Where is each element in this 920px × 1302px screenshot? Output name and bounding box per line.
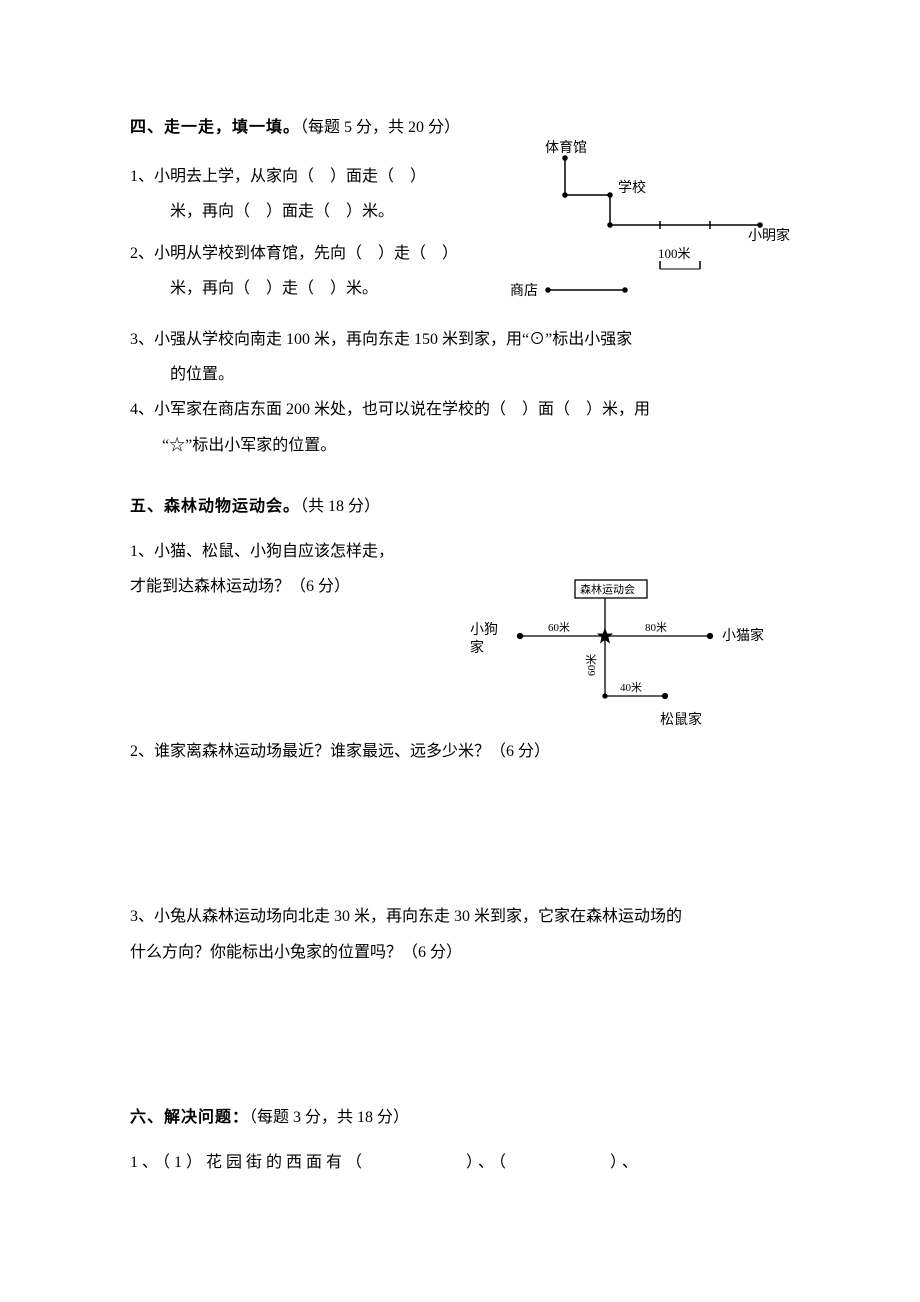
map2-label-squirrel: 松鼠家 (660, 711, 702, 728)
map2-label-80: 80米 (645, 621, 667, 634)
map1-label-scale: 100米 (658, 246, 691, 261)
section6-heading: 六、解决问题：（每题 3 分，共 18 分） (130, 1100, 790, 1135)
map1-label-store: 商店 (510, 283, 538, 299)
s5-q1-line1: 1、小猫、松鼠、小狗自应该怎样走， (130, 534, 790, 569)
s4-q4-line2: “☆”标出小军家的位置。 (130, 428, 790, 463)
s4-q3-line2: 的位置。 (130, 357, 790, 392)
section4-title: 四、走一走，填一填。 (130, 119, 300, 136)
map2-svg: 森林运动会 小狗 家 小猫家 松鼠家 60米 80米 40米 60米 (450, 576, 780, 746)
section5-title: 五、森林动物运动会。 (130, 498, 300, 515)
map2-label-arena: 森林运动会 (580, 582, 635, 596)
s5-q3-line2: 什么方向？你能标出小兔家的位置吗？（6 分） (130, 935, 790, 970)
s6-q1: 1、（1）花园街的西面有（ ）、（ ）、 (130, 1145, 790, 1180)
section6-title: 六、解决问题： (130, 1109, 249, 1126)
map1-label-gym: 体育馆 (545, 140, 587, 156)
map2-label-dog2: 家 (470, 639, 484, 656)
map2-label-40: 40米 (620, 681, 642, 694)
map1-label-school: 学校 (618, 179, 646, 196)
map2-label-60v: 60米 (585, 654, 598, 676)
map1-diagram: 体育馆 学校 小明家 商店 100米 (500, 140, 800, 310)
map1-label-home: 小明家 (748, 227, 790, 244)
s4-q3-line1: 3、小强从学校向南走 100 米，再向东走 150 米到家，用“⊙”标出小强家 (130, 322, 790, 357)
s5-q3-line1: 3、小兔从森林运动场向北走 30 米，再向东走 30 米到家，它家在森林运动场的 (130, 899, 790, 934)
map2-label-cat: 小猫家 (722, 627, 764, 644)
section6-points: （每题 3 分，共 18 分） (249, 1109, 409, 1126)
section5-heading: 五、森林动物运动会。（共 18 分） (130, 489, 790, 524)
section4-points: （每题 5 分，共 20 分） (300, 119, 460, 136)
document-page: 四、走一走，填一填。（每题 5 分，共 20 分） 1、小明去上学，从家向（ ）… (0, 0, 920, 1302)
map2-label-60: 60米 (548, 621, 570, 634)
map2-label-dog1: 小狗 (470, 622, 498, 638)
section5-points: （共 18 分） (300, 498, 380, 515)
s4-q4-line1: 4、小军家在商店东面 200 米处，也可以说在学校的（ ）面（ ）米，用 (130, 392, 790, 427)
map2-diagram: 森林运动会 小狗 家 小猫家 松鼠家 60米 80米 40米 60米 (450, 576, 780, 746)
map1-svg: 体育馆 学校 小明家 商店 100米 (500, 140, 800, 310)
